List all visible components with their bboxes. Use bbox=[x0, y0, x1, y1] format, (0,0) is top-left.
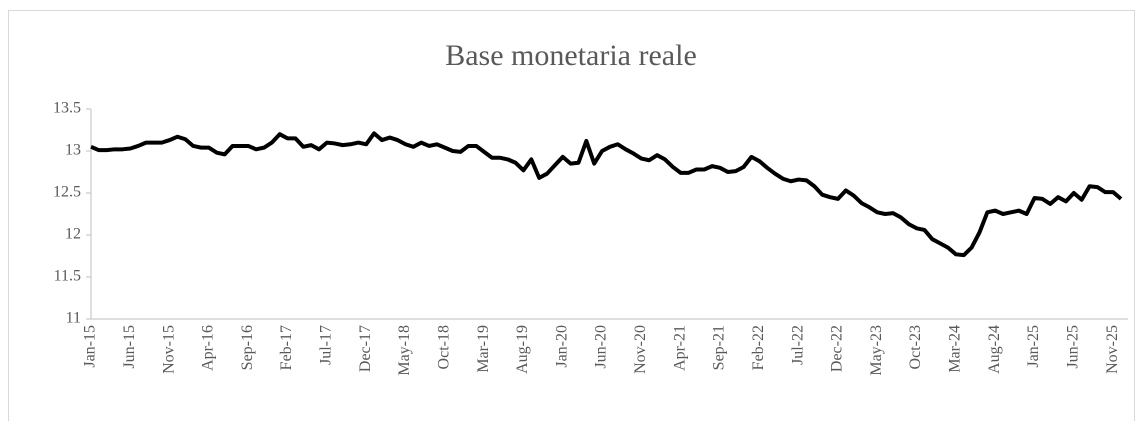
x-tick-label: Mar-24 bbox=[947, 325, 964, 373]
x-tick-label: May-18 bbox=[396, 325, 413, 376]
x-tick-label: Nov-20 bbox=[632, 325, 649, 374]
chart-border bbox=[8, 10, 1135, 426]
x-tick-label: Feb-22 bbox=[750, 325, 767, 370]
chart-title: Base monetaria reale bbox=[445, 39, 697, 72]
data-line bbox=[90, 131, 1123, 258]
y-tick-label: 12 bbox=[65, 226, 81, 243]
x-tick-label: Jul-17 bbox=[318, 325, 335, 365]
x-tick-label: Jun-20 bbox=[593, 325, 610, 369]
x-tick-label: Aug-24 bbox=[986, 325, 1003, 374]
x-tick-label: Oct-18 bbox=[435, 325, 452, 369]
x-tick-label: Oct-23 bbox=[907, 325, 924, 369]
x-tick-label: Jul-22 bbox=[789, 325, 806, 365]
x-tick-label: Jan-15 bbox=[82, 325, 99, 368]
y-tick-label: 13.5 bbox=[53, 100, 81, 117]
x-tick-label: Aug-19 bbox=[514, 325, 531, 374]
x-tick-label: Apr-21 bbox=[671, 325, 688, 371]
x-tick-label: Mar-19 bbox=[475, 325, 492, 373]
x-tick-label: Jan-25 bbox=[1025, 325, 1042, 368]
x-tick-label: May-23 bbox=[868, 325, 885, 376]
x-tick-label: Feb-17 bbox=[278, 325, 295, 370]
x-tick-label: Dec-22 bbox=[829, 325, 846, 372]
x-tick-label: Apr-16 bbox=[200, 325, 217, 371]
x-tick-label: Sep-16 bbox=[239, 325, 256, 370]
x-tick-label: Jun-15 bbox=[121, 325, 138, 369]
x-tick-label: Sep-21 bbox=[711, 325, 728, 370]
x-tick-label: Dec-17 bbox=[357, 325, 374, 372]
x-tick-label: Jun-25 bbox=[1064, 325, 1081, 369]
y-tick-label: 11 bbox=[66, 310, 81, 327]
x-tick-label: Nov-15 bbox=[160, 325, 177, 374]
y-tick-label: 12.5 bbox=[53, 184, 81, 201]
y-tick-label: 11.5 bbox=[54, 268, 81, 285]
x-tick-label: Jan-20 bbox=[553, 325, 570, 368]
y-tick-label: 13 bbox=[65, 142, 81, 159]
x-tick-label: Nov-25 bbox=[1104, 325, 1121, 374]
